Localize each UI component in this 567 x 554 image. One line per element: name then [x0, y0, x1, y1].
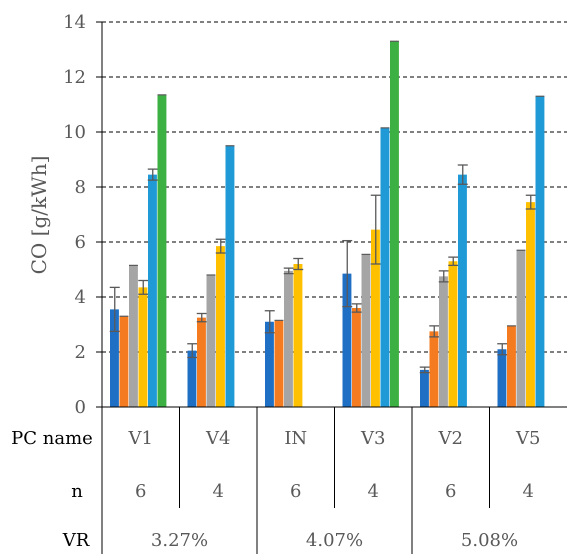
n-value-label: 4: [368, 481, 379, 502]
bar: [448, 261, 458, 407]
y-tick-label: 12: [63, 67, 86, 88]
y-tick-label: 0: [75, 397, 86, 418]
y-tick-label: 6: [75, 232, 86, 253]
bar: [110, 309, 119, 407]
bar: [265, 321, 274, 407]
bar: [148, 174, 157, 407]
bar: [507, 325, 516, 407]
n-value-label: 4: [213, 481, 224, 502]
bar: [516, 250, 526, 407]
bar: [216, 246, 225, 407]
y-tick-label: 14: [63, 12, 86, 33]
pc-name-label: V2: [438, 428, 463, 449]
vr-value-label: 3.27%: [151, 530, 208, 551]
table-row-label: PC name: [11, 428, 93, 449]
y-tick-label: 8: [75, 177, 86, 198]
table-row-label: VR: [62, 530, 90, 551]
bar: [197, 317, 206, 407]
bar: [458, 174, 467, 407]
bar: [352, 308, 361, 407]
y-tick-label: 2: [75, 342, 86, 363]
bar: [429, 331, 439, 407]
pc-name-label: V3: [360, 428, 385, 449]
n-value-label: 6: [290, 481, 301, 502]
table-row-label: n: [71, 481, 83, 502]
axes: [96, 21, 567, 408]
pc-name-label: IN: [284, 428, 307, 449]
bar: [187, 350, 197, 407]
bar: [293, 264, 303, 407]
bar: [274, 320, 284, 407]
bars: [109, 40, 545, 407]
pc-name-label: V4: [205, 428, 230, 449]
vr-value-label: 4.07%: [306, 530, 363, 551]
bar: [119, 316, 129, 407]
pc-name-label: V1: [128, 428, 153, 449]
bar: [439, 276, 448, 407]
bar: [497, 349, 507, 407]
category-table: PC name n VR V1 V4 IN V3 V2 V5 6 4 6 4 6 4 3.27% 4.07% 5.…: [11, 407, 540, 554]
n-value-label: 6: [445, 481, 456, 502]
bar: [157, 94, 167, 407]
bar: [371, 229, 380, 407]
y-axis-label: CO [g/kWh]: [27, 156, 51, 275]
bar: [284, 270, 293, 407]
bar: [225, 145, 235, 407]
bar: [342, 273, 352, 407]
y-tick-labels: 0 2 4 6 8 10 12 14: [63, 12, 86, 418]
bar: [390, 41, 399, 407]
bar: [138, 287, 148, 407]
y-tick-label: 4: [75, 287, 86, 308]
bar: [380, 127, 390, 407]
pc-name-label: V5: [515, 428, 540, 449]
n-value-label: 6: [135, 481, 146, 502]
bar: [361, 254, 371, 407]
bar: [206, 275, 216, 407]
gridlines: [102, 21, 567, 353]
bar: [535, 96, 545, 407]
bar: [526, 202, 535, 407]
y-tick-label: 10: [63, 122, 86, 143]
bar: [129, 265, 138, 407]
vr-value-label: 5.08%: [461, 530, 518, 551]
bar: [420, 369, 429, 407]
n-value-label: 4: [523, 481, 534, 502]
